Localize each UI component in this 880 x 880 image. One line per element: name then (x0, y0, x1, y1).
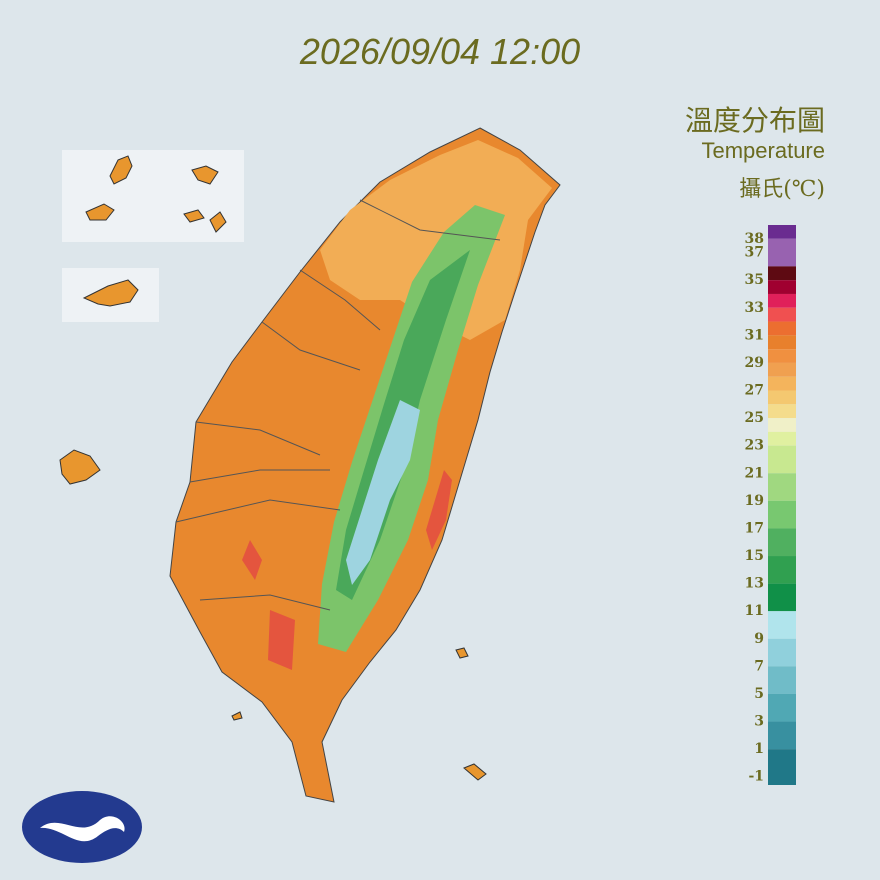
legend-tick-label: -1 (748, 769, 764, 785)
legend-tick-label: 3 (754, 714, 764, 730)
color-band (768, 583, 796, 612)
color-band (768, 431, 796, 446)
legend-unit: 攝氏(℃) (739, 177, 825, 202)
legend-tick-label: 1 (754, 741, 764, 757)
legend-tick-label: 5 (754, 686, 764, 702)
color-band (768, 445, 796, 474)
color-band (768, 638, 796, 667)
legend-tick-label: 25 (745, 410, 764, 426)
color-band (768, 307, 796, 322)
legend-tick-label: 29 (745, 355, 764, 371)
legend-tick-label: 21 (745, 465, 764, 481)
legend-subtitle: Temperature (701, 138, 825, 163)
color-band (768, 293, 796, 308)
legend-title: 溫度分布圖 (685, 104, 825, 137)
legend-tick-label: 33 (745, 300, 764, 316)
legend-tick-label: 15 (745, 548, 764, 564)
legend-tick-label: 37 (745, 245, 764, 261)
color-band (768, 349, 796, 363)
peaks (346, 400, 420, 585)
color-band (768, 280, 796, 294)
legend-tick-label: 31 (745, 327, 764, 343)
legend-tick-label: 9 (754, 631, 764, 647)
color-band (768, 321, 796, 336)
legend-tick-label: 7 (754, 658, 764, 674)
islands (59, 449, 487, 781)
color-band (768, 418, 796, 432)
legend-tick-label: 35 (745, 272, 764, 288)
color-band (768, 611, 796, 639)
color-band (768, 500, 796, 529)
islands (82, 155, 227, 307)
legend-tick-label: 23 (745, 438, 764, 454)
legend-tick-label: 17 (745, 520, 764, 536)
legend-tick-label: 27 (745, 383, 764, 399)
legend-tick-label: 11 (745, 603, 764, 619)
legend-tick-label: 19 (745, 493, 764, 509)
color-band (768, 266, 796, 281)
legend-tick-label: 13 (745, 576, 764, 592)
color-band (768, 749, 796, 785)
color-band (768, 335, 796, 350)
map-title: 2026/09/04 12:00 (299, 31, 580, 72)
color-band (768, 376, 796, 391)
county-borders (175, 199, 501, 611)
color-band (768, 225, 796, 239)
color-band (768, 390, 796, 405)
color-band (768, 721, 796, 750)
color-band (768, 362, 796, 377)
color-band (768, 556, 796, 584)
north-region (320, 140, 552, 340)
hot-spots (242, 470, 452, 670)
legend-tick-label: 38 (745, 231, 764, 247)
logo-mark (40, 816, 125, 842)
color-band (768, 238, 796, 267)
color-band (768, 473, 796, 501)
color-band (768, 404, 796, 419)
color-band (768, 528, 796, 557)
color-band (768, 666, 796, 694)
logo (22, 791, 142, 863)
color-band (768, 693, 796, 722)
